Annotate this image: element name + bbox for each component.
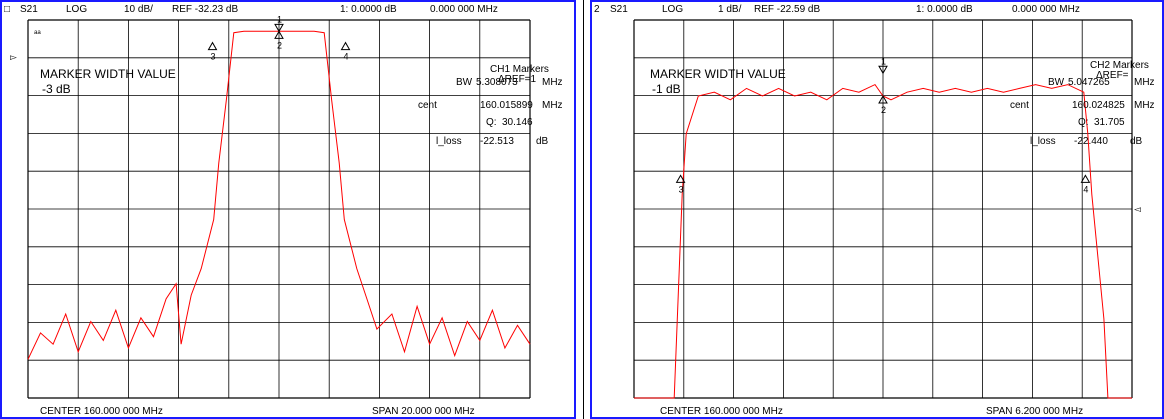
channel2-cent-label: cent — [1010, 100, 1029, 111]
channel1-scale[interactable]: 10 dB/ — [124, 4, 153, 15]
channel1-panel: 1 2 3 4 □ S21 LOG 10 dB/ REF -32.23 dB 1: 0… — [0, 0, 576, 419]
marker-1-label: 1 — [881, 56, 886, 66]
ref-level-tick: ◅ — [1134, 204, 1141, 214]
marker-4-label: 4 — [1083, 184, 1088, 194]
channel1-corner-glyph: ᵃᵃ — [34, 28, 41, 38]
channel1-marker-width-level: -3 dB — [42, 82, 71, 96]
channel2-loss-label: l_loss — [1030, 136, 1056, 147]
channel2-marker1-readout: 1: 0.0000 dB — [916, 4, 973, 15]
channel2-center[interactable]: CENTER 160.000 000 MHz — [660, 406, 783, 417]
channel2-marker1-freq: 0.000 000 MHz — [1012, 4, 1080, 15]
marker-3-label: 3 — [679, 184, 684, 194]
channel1-cent-value: 160.015899 — [480, 100, 533, 111]
marker-2-label: 2 — [277, 40, 282, 50]
channel2-param[interactable]: S21 — [610, 4, 628, 15]
ref-level-tick: ▻ — [10, 52, 17, 62]
channel1-loss-unit: dB — [536, 136, 549, 147]
panel-divider — [583, 0, 584, 419]
channel1-trace — [27, 30, 531, 360]
marker-3-triangle[interactable] — [207, 41, 218, 51]
marker-2-triangle[interactable] — [274, 30, 284, 39]
channel2-marker-width-level: -1 dB — [652, 82, 681, 96]
channel2-cent-unit: MHz — [1134, 100, 1155, 111]
channel1-plot: 1 2 3 4 □ S21 LOG 10 dB/ REF -32.23 dB 1: 0… — [0, 0, 576, 419]
channel1-q-value: 30.146 — [502, 117, 533, 128]
channel2-marker-width-title: MARKER WIDTH VALUE — [650, 67, 786, 81]
channel2-panel: 1 2 3 4 2 S21 LOG 1 dB/ REF -22.59 dB 1: 0.… — [590, 0, 1164, 419]
channel1-param[interactable]: S21 — [20, 4, 38, 15]
channel1-ref[interactable]: REF -32.23 dB — [172, 4, 238, 15]
channel1-span[interactable]: SPAN 20.000 000 MHz — [372, 406, 475, 417]
marker-1-label: 1 — [277, 14, 282, 24]
marker-1-triangle[interactable] — [274, 23, 284, 33]
channel1-marker-width-title: MARKER WIDTH VALUE — [40, 67, 176, 81]
channel1-bw-value: 5.308073 — [476, 77, 518, 88]
channel2-bw-unit: MHz — [1134, 77, 1155, 88]
channel2-bw-value: 5.047265 — [1068, 77, 1110, 88]
channel2-cent-value: 160.024825 — [1072, 100, 1125, 111]
channel1-frame — [0, 0, 576, 419]
marker-4-triangle[interactable] — [340, 41, 351, 51]
channel2-grid — [633, 19, 1133, 399]
channel1-format[interactable]: LOG — [66, 4, 87, 15]
channel2-q-label: Q: — [1078, 117, 1089, 128]
channel1-marker1-freq: 0.000 000 MHz — [430, 4, 498, 15]
channel1-markers-title: CH1 Markers — [490, 64, 549, 75]
channel2-scale[interactable]: 1 dB/ — [718, 4, 742, 15]
channel2-bw-label: BW — [1048, 77, 1065, 88]
marker-1-triangle[interactable] — [878, 65, 888, 75]
channel2-markers: 1 2 3 4 — [675, 56, 1091, 194]
channel1-marker1-readout: 1: 0.0000 dB — [340, 4, 397, 15]
channel1-cent-unit: MHz — [542, 100, 563, 111]
channel2-span[interactable]: SPAN 6.200 000 MHz — [986, 406, 1083, 417]
channel2-frame — [590, 0, 1164, 419]
channel2-loss-unit: dB — [1130, 136, 1143, 147]
marker-2-label: 2 — [881, 105, 886, 115]
channel2-trace — [634, 83, 1132, 399]
channel1-bw-unit: MHz — [542, 77, 563, 88]
marker-2-triangle[interactable] — [878, 94, 888, 104]
channel2-plot: 1 2 3 4 2 S21 LOG 1 dB/ REF -22.59 dB 1: 0.… — [590, 0, 1164, 419]
channel1-loss-value: -22.513 — [480, 136, 514, 147]
channel1-indicator: □ — [4, 4, 10, 15]
channel2-format[interactable]: LOG — [662, 4, 683, 15]
channel1-cent-label: cent — [418, 100, 437, 111]
channel1-ref-label: ΔREF=1 — [498, 74, 537, 85]
marker-4-label: 4 — [344, 52, 349, 62]
marker-4-triangle[interactable] — [1080, 174, 1091, 183]
channel1-center[interactable]: CENTER 160.000 000 MHz — [40, 406, 163, 417]
channel1-grid — [27, 19, 531, 399]
marker-3-triangle[interactable] — [675, 174, 686, 183]
channel2-markers-title: CH2 Markers — [1090, 60, 1149, 71]
channel2-ref-label: ΔREF= — [1096, 70, 1129, 81]
channel2-loss-value: -22.440 — [1074, 136, 1108, 147]
channel1-q-label: Q: — [486, 117, 497, 128]
channel1-markers: 1 2 3 4 — [207, 14, 351, 62]
channel2-q-value: 31.705 — [1094, 117, 1125, 128]
channel1-bw-label: BW — [456, 77, 473, 88]
channel1-loss-label: l_loss — [436, 136, 462, 147]
channel2-ref[interactable]: REF -22.59 dB — [754, 4, 820, 15]
marker-3-label: 3 — [210, 52, 215, 62]
channel2-indicator: 2 — [594, 4, 600, 15]
